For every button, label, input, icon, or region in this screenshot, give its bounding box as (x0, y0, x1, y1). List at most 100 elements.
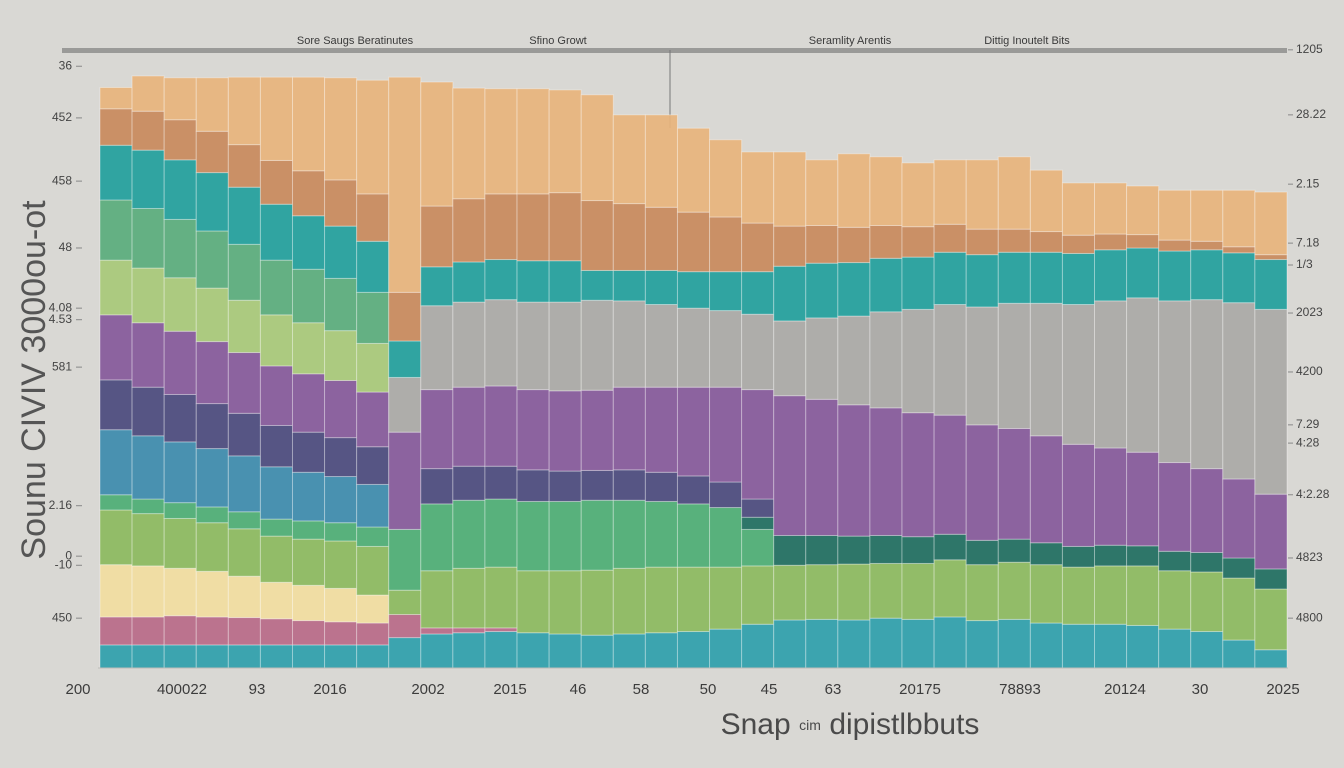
plot-area (99, 75, 1288, 669)
y2-tick-label: 7.29 (1296, 417, 1320, 431)
bar-segment (676, 475, 711, 505)
bar-segment (324, 540, 358, 589)
bar-segment (259, 518, 293, 537)
bar-segment (388, 340, 422, 378)
bar-segment (548, 633, 582, 669)
bar-segment (901, 162, 935, 228)
bar-segment (324, 621, 358, 646)
bar-segment (356, 391, 390, 448)
bar-segment (452, 499, 486, 569)
bar-segment (163, 330, 197, 395)
x-tick-label: 2025 (1266, 681, 1299, 698)
bar-segment (99, 259, 133, 316)
bar-segment (997, 228, 1031, 253)
bar-segment (1029, 169, 1063, 233)
bar-segment (773, 619, 807, 669)
bar-segment (227, 575, 261, 619)
bar-segment (420, 266, 454, 307)
bar-segment (388, 614, 422, 639)
bar-segment (484, 498, 518, 568)
bar-segment (1190, 571, 1224, 633)
bar-segment (644, 471, 678, 502)
bar-segment (324, 522, 358, 542)
bar-segment (965, 424, 999, 541)
bar-segment (484, 566, 518, 629)
bar-segment (709, 566, 743, 630)
bar-segment (741, 271, 775, 315)
bar-segment (676, 271, 711, 309)
bar-segment (997, 538, 1031, 563)
bar-segment (516, 632, 550, 669)
bar-segment (227, 186, 261, 245)
bar-segment (324, 476, 358, 524)
bar-segment (1158, 239, 1192, 252)
bar-segment (99, 616, 133, 646)
y2-tick-label: 1/3 (1296, 257, 1313, 271)
bar-segment (933, 559, 967, 618)
x-tick-label: 200 (65, 681, 90, 698)
y-tick-label: 48 (59, 240, 73, 254)
bar-segment (1190, 468, 1224, 554)
bar-segment (259, 535, 293, 583)
bar-segment (516, 193, 550, 262)
bar-segment (1126, 565, 1160, 626)
bar-segment (195, 230, 229, 289)
y2-tick-label: 2023 (1296, 305, 1323, 319)
bar-segment (1254, 191, 1288, 256)
bar-segment (741, 528, 775, 567)
bar-segment (1029, 542, 1063, 566)
bar-segment (195, 403, 229, 450)
x-tick-label: 20124 (1104, 681, 1146, 698)
bar-segment (516, 500, 550, 572)
bar-segment (131, 207, 165, 269)
bar-segment (1126, 545, 1160, 567)
bar-segment (227, 299, 261, 354)
bar-segment (1190, 631, 1224, 669)
bar-segment (163, 77, 197, 121)
bar-segment (997, 561, 1031, 620)
bar-segment (259, 581, 293, 620)
bar-segment (1222, 478, 1256, 559)
bar-segment (259, 424, 293, 468)
bar-segment (163, 119, 197, 161)
bar-segment (644, 566, 678, 634)
bar-segment (1158, 570, 1192, 630)
bar-segment (227, 243, 261, 301)
bar-segment (1126, 234, 1160, 249)
bar-segment (291, 373, 326, 433)
bar-segment (1094, 544, 1128, 567)
y2-tick-label: 4800 (1296, 610, 1323, 624)
bar-segment (163, 277, 197, 332)
bar-segment (324, 437, 358, 478)
bar-segment (484, 259, 518, 301)
x-axis-title-part: Snap (721, 708, 791, 741)
bar-segment (356, 622, 390, 646)
bar-segment (1190, 240, 1224, 251)
bar-segment (227, 76, 261, 146)
bar-segment (356, 240, 390, 293)
bar-segment (869, 156, 903, 226)
bar-segment (1126, 297, 1160, 453)
bar-segment (1254, 308, 1288, 495)
bar-segment (259, 203, 293, 261)
bar-segment (805, 564, 839, 620)
y2-tick-label: 2.15 (1296, 176, 1320, 190)
y-tick-label: 581 (52, 359, 72, 373)
bar-segment (291, 431, 326, 473)
bar-segment (741, 498, 775, 518)
bar-segment (1190, 299, 1224, 470)
bar-segment (676, 307, 711, 388)
bar-segment (548, 390, 582, 472)
bar-segment (291, 644, 326, 669)
x-tick-label: 30 (1192, 681, 1209, 698)
bar-segment (612, 269, 646, 302)
bar-segment (324, 587, 358, 623)
bar-segment (580, 469, 614, 501)
bar-segment (1094, 233, 1128, 251)
bar-segment (709, 139, 743, 218)
bar-segment (420, 389, 454, 470)
bar-segment (1061, 252, 1096, 306)
bar-segment (324, 330, 358, 381)
bar-segment (612, 499, 646, 569)
legend-label: Dittig Inoutelt Bits (984, 35, 1070, 47)
